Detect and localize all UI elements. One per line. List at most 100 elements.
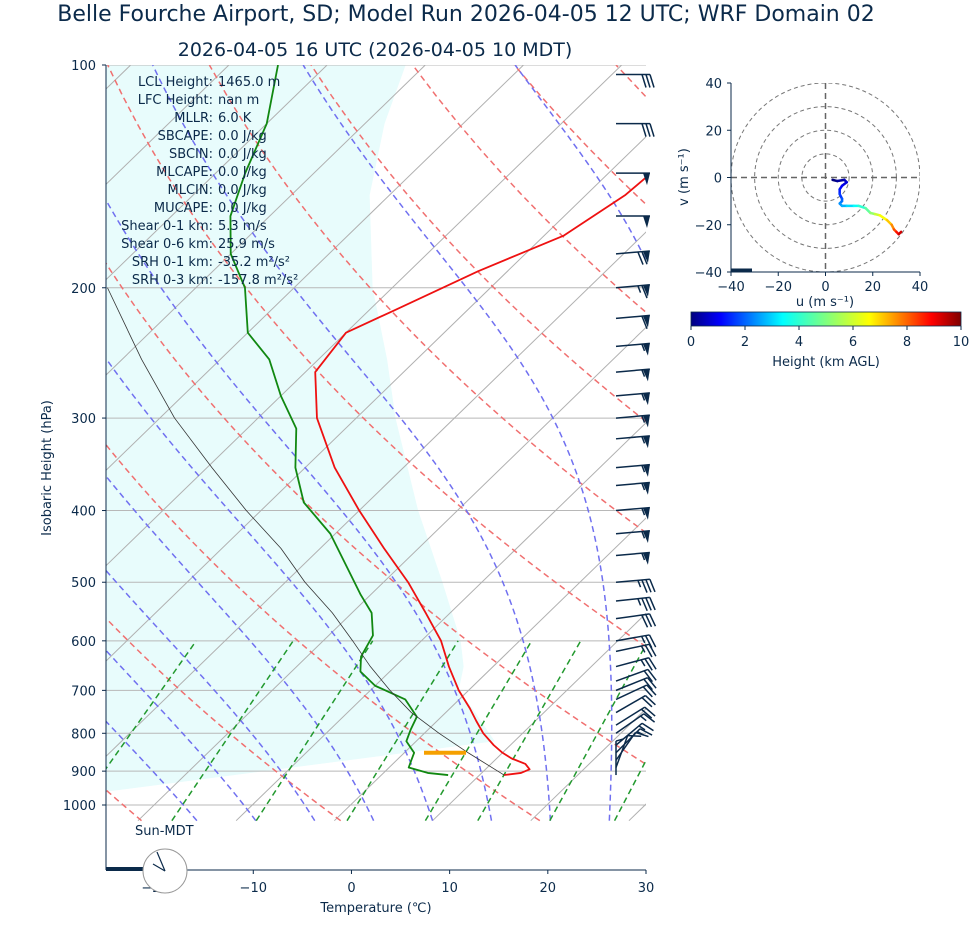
moist-adiabat-line [106, 357, 434, 821]
y-tick-label: 400 [71, 505, 96, 520]
isotherm-line [727, 65, 969, 821]
y-tick-label: 500 [71, 576, 96, 591]
colorbar-tick-label: 0 [687, 335, 695, 350]
mixing-ratio-line [346, 640, 459, 822]
hodograph-x-tick-label: 0 [821, 280, 829, 295]
mixing-ratio-line [106, 640, 197, 770]
colorbar-tick-label: 6 [849, 335, 857, 350]
stat-label: MUCAPE: [154, 201, 213, 216]
isotherm-line [106, 231, 646, 758]
y-tick-label: 700 [71, 684, 96, 699]
dry-adiabat-line [208, 65, 646, 534]
hodograph-segment [897, 230, 903, 236]
wind-barb [615, 578, 656, 593]
hodograph-rings [731, 83, 920, 272]
hodograph-ticks: −40 −20 0 20 40 40 20 0 −20 −40 [695, 77, 929, 295]
mixing-ratio-line [699, 641, 787, 821]
dewpoint-profile-line [229, 65, 449, 776]
hodograph-plot: −40 −20 0 20 40 40 20 0 −20 −40 u (m s⁻¹) v (m s⁻… [677, 77, 928, 310]
wind-barb [615, 414, 650, 428]
hodograph-y-tick-label: −40 [695, 266, 722, 281]
stat-value: 0.0 J/kg [218, 183, 267, 198]
stat-label: SRH 0-3 km: [132, 273, 213, 288]
mixing-ratio-line [255, 640, 374, 822]
x-tick-label: 20 [540, 881, 557, 896]
hodograph-y-tick-label: −20 [695, 219, 722, 234]
y-tick-label: 800 [71, 727, 96, 742]
stat-value: 0.0 J/kg [218, 129, 267, 144]
dry-adiabat-line [718, 65, 969, 821]
mixing-ratio-line [424, 640, 533, 822]
wind-barb [615, 722, 654, 746]
wind-barb [615, 342, 650, 356]
isotherm-line [530, 708, 646, 822]
wind-barb [616, 172, 650, 186]
height-colorbar: 0 2 4 6 8 10 Height (km AGL) [687, 311, 969, 370]
wind-barbs [615, 73, 657, 776]
skew-t-y-ticks: 100 200 300 400 500 600 700 800 900 1000 [63, 59, 106, 814]
stat-label: MLCAPE: [156, 165, 213, 180]
stat-value: 6.0 K [218, 111, 252, 126]
y-tick-label: 1000 [63, 799, 96, 814]
wind-barb [615, 634, 657, 649]
wind-barb [615, 706, 656, 726]
y-tick-label: 200 [71, 282, 96, 297]
hodograph-segment [878, 214, 889, 222]
stat-label: SBCAPE: [158, 129, 213, 144]
wind-barb [615, 368, 650, 382]
colorbar-ticks: 0 2 4 6 8 10 [687, 326, 969, 350]
isotherm-line [235, 422, 646, 822]
wind-barb [616, 122, 655, 137]
stat-label: Shear 0-6 km: [121, 237, 213, 252]
isotherm-line [0, 65, 33, 821]
wind-barb [615, 435, 650, 449]
y-tick-label: 900 [71, 765, 96, 780]
stat-value: 1465.0 m [218, 75, 280, 90]
mixing-ratio-line [613, 758, 646, 822]
isotherm-line [432, 612, 646, 822]
wind-barb [615, 676, 657, 692]
x-tick-label: 30 [638, 881, 655, 896]
stat-value: -35.2 m²/s² [218, 255, 290, 270]
stat-value: nan m [218, 93, 259, 108]
parcel-profile-line [107, 287, 505, 776]
mixing-ratio-line [171, 640, 294, 822]
stat-label: MLLR: [174, 111, 213, 126]
x-tick-label: −10 [240, 881, 267, 896]
moist-adiabat-line [727, 65, 813, 821]
moist-adiabat-line [152, 65, 552, 821]
x-tick-label: 0 [347, 881, 355, 896]
colorbar-tick-label: 4 [795, 335, 803, 350]
stat-label: LCL Height: [138, 75, 213, 90]
moist-adiabat-line [106, 569, 316, 822]
skew-t-y-label: Isobaric Height (hPa) [40, 400, 55, 536]
wind-barb [615, 694, 656, 714]
stat-value: 0.0 J/kg [218, 147, 267, 162]
temperature-profile-line [314, 176, 646, 776]
hodograph-trace [831, 178, 903, 236]
hodograph-y-tick-label: 0 [714, 172, 722, 187]
isotherm-line [137, 326, 646, 822]
colorbar-tick-label: 2 [741, 335, 749, 350]
isotherm-line [106, 65, 328, 281]
y-tick-label: 100 [71, 59, 96, 74]
y-tick-label: 300 [71, 412, 96, 427]
dry-adiabat-line [615, 65, 646, 98]
wind-barb [615, 530, 650, 544]
stat-label: MLCIN: [168, 183, 213, 198]
y-tick-label: 600 [71, 635, 96, 650]
stat-value: 0.0 J/kg [218, 165, 267, 180]
colorbar-tick-label: 10 [953, 335, 969, 350]
mixing-ratio-line [549, 643, 646, 822]
stat-value: 0.0 J/kg [218, 201, 267, 216]
chart-title: Belle Fourche Airport, SD; Model Run 202… [57, 2, 875, 27]
dry-adiabat-line [310, 65, 646, 423]
wind-barb [615, 657, 657, 671]
stat-label: Shear 0-1 km: [121, 219, 213, 234]
colorbar-label: Height (km AGL) [772, 355, 880, 370]
sun-clock-hand-hour [152, 863, 166, 872]
wind-barb [615, 551, 650, 565]
wind-barb [615, 734, 642, 768]
wind-barb [615, 668, 657, 683]
